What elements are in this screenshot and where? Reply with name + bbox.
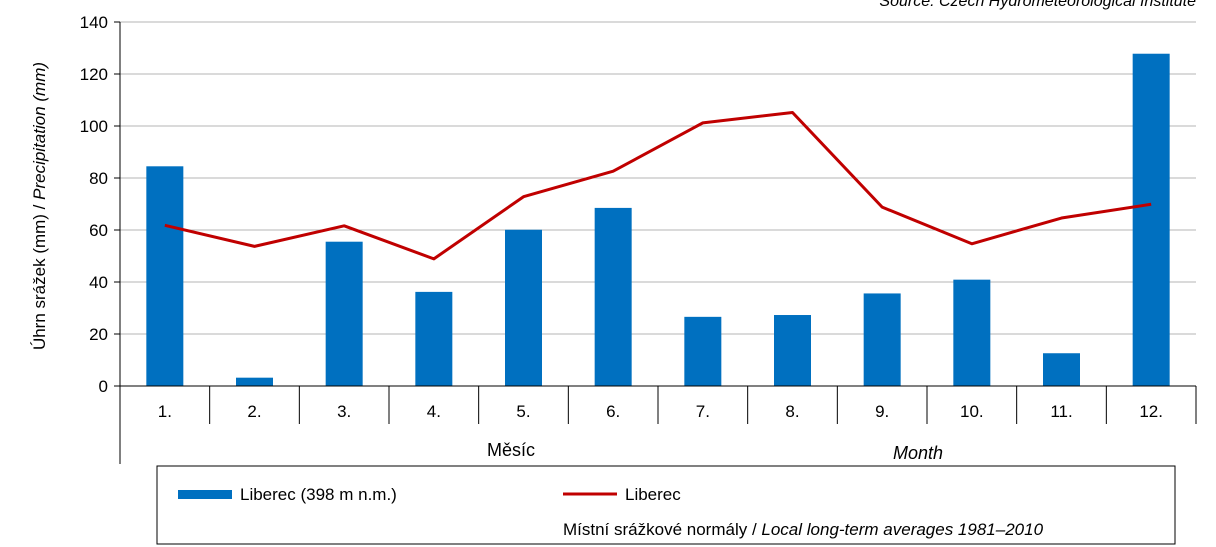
bar-6: [595, 208, 632, 386]
x-tick-label-10: 10.: [960, 402, 984, 421]
legend-note: Místní srážkové normály / Local long-ter…: [563, 520, 1044, 539]
bar-8: [774, 315, 811, 386]
x-tick-label-4: 4.: [427, 402, 441, 421]
x-axis-title-english: Month: [893, 443, 943, 463]
bar-9: [864, 293, 901, 386]
x-tick-label-11: 11.: [1050, 402, 1072, 421]
legend-label-line: Liberec: [625, 485, 681, 504]
bar-4: [415, 292, 452, 386]
line-series-path: [165, 112, 1151, 258]
gridlines: [120, 22, 1196, 334]
x-tick-label-1: 1.: [158, 402, 172, 421]
legend-note-czech: Místní srážkové normály /: [563, 520, 761, 539]
x-tick-label-7: 7.: [696, 402, 710, 421]
y-tick-label-40: 40: [89, 273, 108, 292]
y-tick-label-0: 0: [99, 377, 108, 396]
x-tick-label-6: 6.: [606, 402, 620, 421]
x-axis-tick-labels: 1. 2. 3. 4. 5. 6. 7. 8. 9. 10. 11. 12.: [158, 402, 1163, 421]
x-tick-label-9: 9.: [875, 402, 889, 421]
legend: Liberec (398 m n.m.) Liberec Místní sráž…: [157, 466, 1175, 544]
bar-2: [236, 378, 273, 386]
source-note: Source: Czech Hydrometeorological Instit…: [879, 0, 1196, 10]
legend-swatch-bar: [178, 490, 232, 499]
y-axis-title-english: Precipitation (mm): [30, 62, 49, 200]
y-tick-label-120: 120: [80, 65, 108, 84]
y-axis-title: Úhrn srážek (mm) / Precipitation (mm): [30, 62, 49, 350]
y-tick-label-140: 140: [80, 13, 108, 32]
x-axis-title-czech: Měsíc: [487, 440, 535, 460]
y-axis-tick-labels: 0 20 40 60 80 100 120 140: [80, 13, 120, 396]
x-tick-label-3: 3.: [337, 402, 351, 421]
bar-3: [326, 242, 363, 386]
y-tick-label-20: 20: [89, 325, 108, 344]
y-tick-label-100: 100: [80, 117, 108, 136]
bar-series: [146, 54, 1169, 386]
y-tick-label-80: 80: [89, 169, 108, 188]
bar-5: [505, 230, 542, 386]
bar-1: [146, 166, 183, 386]
legend-note-english: Local long-term averages 1981–2010: [761, 520, 1043, 539]
bar-10: [953, 280, 990, 386]
line-series: [165, 112, 1151, 258]
x-tick-label-12: 12.: [1139, 402, 1163, 421]
bar-7: [684, 317, 721, 386]
x-tick-label-5: 5.: [516, 402, 530, 421]
y-axis-title-czech: Úhrn srážek (mm) /: [30, 200, 49, 350]
legend-label-bar: Liberec (398 m n.m.): [240, 485, 397, 504]
x-tick-label-8: 8.: [785, 402, 799, 421]
axes: [120, 22, 1196, 464]
x-tick-label-2: 2.: [247, 402, 261, 421]
bar-11: [1043, 353, 1080, 386]
y-tick-label-60: 60: [89, 221, 108, 240]
bar-12: [1133, 54, 1170, 386]
